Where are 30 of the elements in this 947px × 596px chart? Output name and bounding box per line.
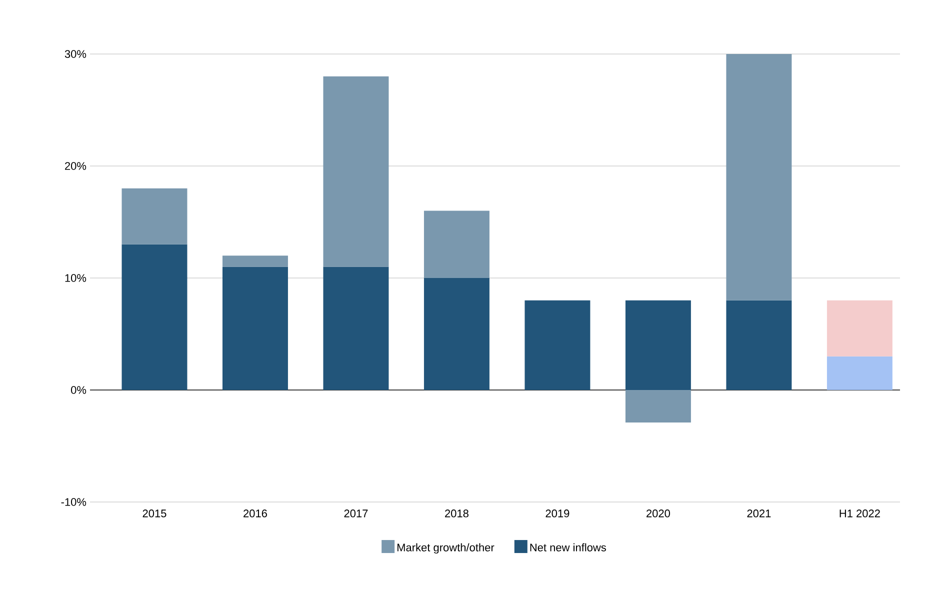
bar <box>122 188 188 244</box>
y-tick-label: 0% <box>71 386 86 394</box>
bar <box>625 300 691 390</box>
x-tick-label: 2019 <box>546 510 570 518</box>
x-tick-label: 2020 <box>646 510 670 518</box>
x-tick-label: 2018 <box>445 510 468 518</box>
bar <box>122 244 188 390</box>
bar <box>625 390 691 422</box>
bar <box>323 76 389 267</box>
y-tick-label: -10% <box>61 498 86 506</box>
y-tick-label: 10% <box>65 274 86 282</box>
bar <box>726 54 792 300</box>
x-tick-label: 2016 <box>244 510 267 518</box>
bar <box>424 278 490 390</box>
bar <box>826 300 892 356</box>
x-tick-label: 2015 <box>142 510 166 518</box>
bar <box>222 266 288 390</box>
y-tick-label: 30% <box>64 50 86 58</box>
bar <box>222 256 288 267</box>
bar <box>323 266 389 390</box>
x-tick-label: 2021 <box>747 510 771 518</box>
bar <box>424 210 490 278</box>
bar <box>826 356 892 390</box>
x-tick-label: 2017 <box>344 510 368 518</box>
y-tick-label: 20% <box>65 162 86 170</box>
bar <box>726 300 792 390</box>
legend-label: Net new inflows <box>530 543 606 552</box>
legend-label: Market growth/other <box>397 543 494 554</box>
x-tick-label: H1 2022 <box>840 510 880 518</box>
bar <box>524 300 590 390</box>
